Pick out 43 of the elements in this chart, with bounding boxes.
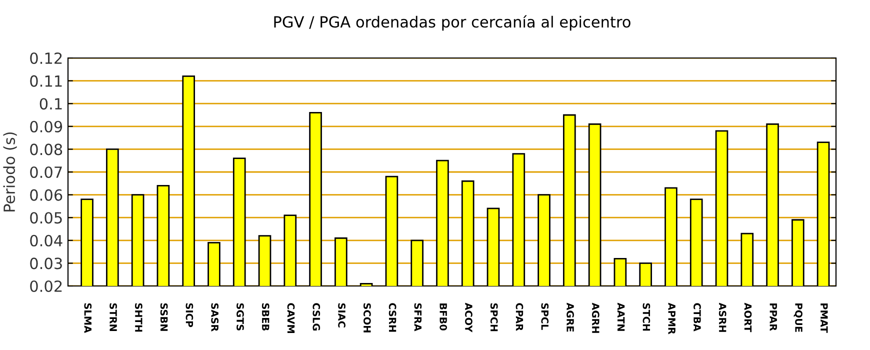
x-tick-label: AATN (618, 302, 625, 331)
x-tick-label: ACOY (465, 302, 472, 332)
x-tick-label: STRN (110, 303, 117, 332)
x-tick-label: SGTS (236, 303, 244, 330)
y-tick-label: 0.02 (30, 280, 62, 292)
y-tick-label: 0.11 (30, 75, 62, 87)
y-tick-label: 0.05 (30, 212, 62, 224)
y-tick-label: 0.06 (30, 189, 62, 201)
y-tick-label: 0.1 (40, 98, 62, 110)
x-tick-label: SLMA (84, 303, 92, 334)
x-tick-label: SBEB (262, 303, 270, 330)
x-tick-label: PPAR (770, 304, 777, 331)
x-tick-label: CPAR (516, 303, 524, 331)
x-tick-label: AGRH (592, 302, 600, 333)
y-tick-label: 0.03 (30, 258, 62, 270)
y-tick-label: 0.12 (30, 52, 62, 64)
y-tick-label: 0.08 (30, 144, 62, 156)
chart-title: PGV / PGA ordenadas por cercanía al epicentro (274, 15, 630, 31)
x-tick-label: SPCH (490, 303, 498, 332)
x-tick-label: STCH (642, 303, 650, 331)
x-tick-label: SIAC (338, 303, 346, 328)
y-tick-label: 0.09 (30, 120, 62, 132)
x-tick-label: PMAT (820, 304, 828, 333)
x-tick-label: ASRH (718, 302, 726, 332)
x-tick-label: CAVM (287, 303, 295, 333)
x-tick-label: CTBA (694, 303, 701, 332)
x-tick-label: SCOH (363, 303, 371, 332)
x-tick-label: BFB0 (440, 304, 448, 330)
x-tick-label: SSBN (160, 303, 168, 331)
y-tick-label: 0.07 (30, 166, 62, 178)
x-tick-label: CSRH (388, 303, 396, 332)
x-tick-label: SFRA (414, 303, 422, 332)
x-tick-label: APMR (668, 302, 676, 334)
x-tick-label: AGRE (566, 302, 574, 332)
x-tick-label: SPCL (541, 303, 549, 330)
x-tick-label: SICP (186, 303, 194, 328)
x-tick-label: CSLG (312, 303, 320, 330)
x-tick-label: PQUE (794, 304, 802, 332)
x-tick-label: SASR (211, 303, 219, 332)
x-tick-label: AORT (744, 302, 752, 332)
x-tick-label: SHTH (134, 303, 142, 332)
y-tick-label: 0.04 (30, 234, 62, 246)
y-axis-title: Periodo (s) (3, 132, 17, 212)
